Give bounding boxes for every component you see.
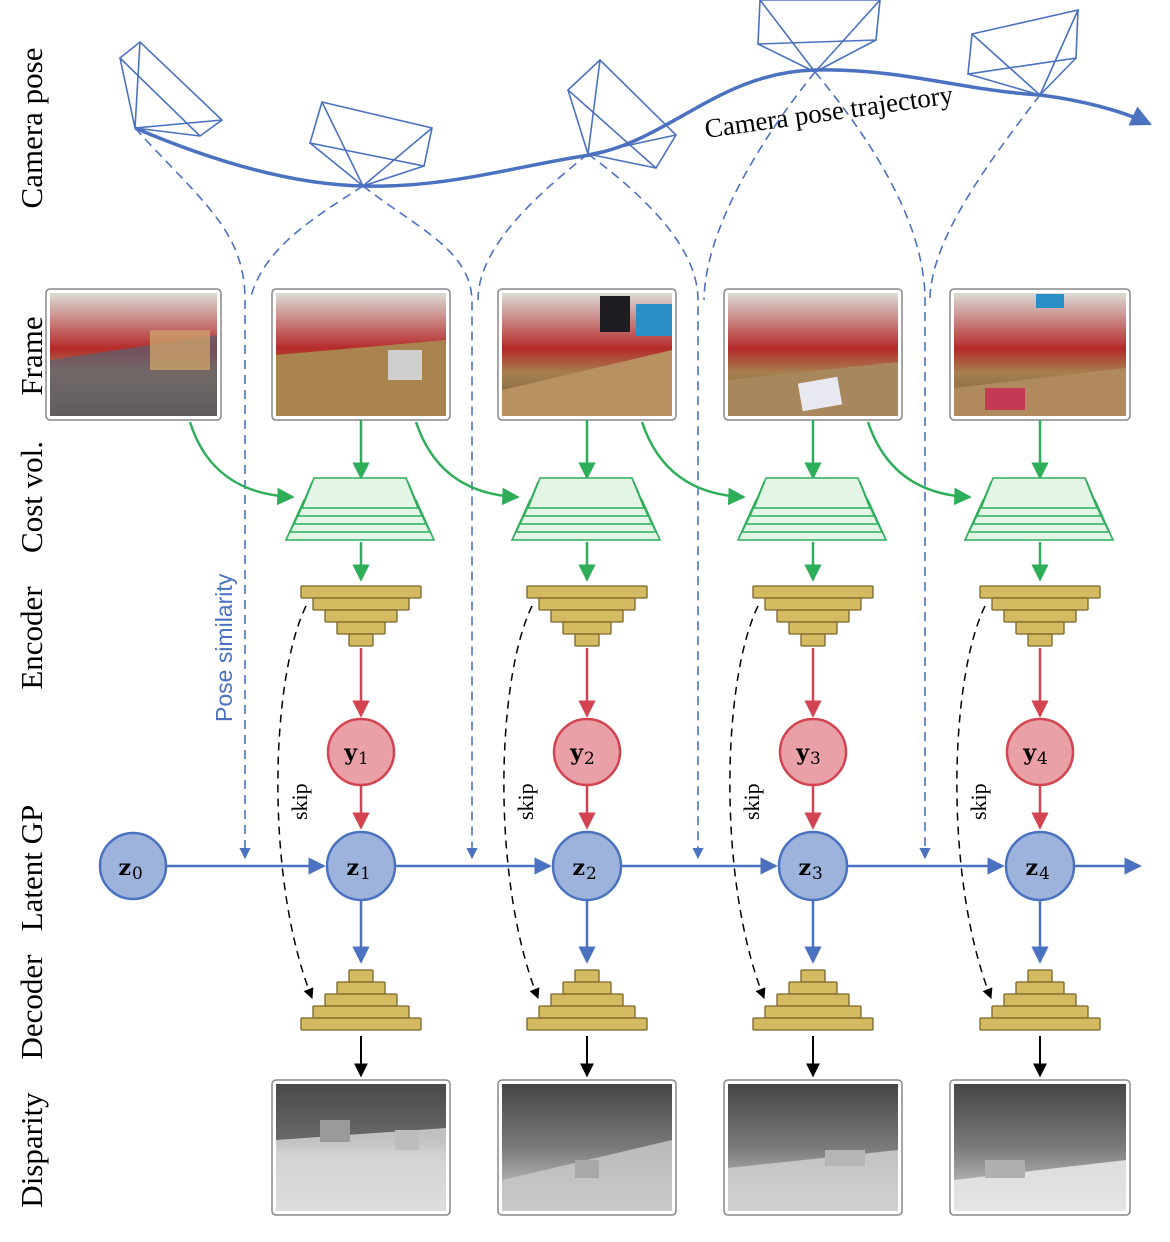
cost-volumes — [284, 477, 1115, 541]
latent-node-z2: z 2 — [551, 830, 623, 902]
skip-label-1: skip — [287, 783, 312, 820]
frame-image-3 — [723, 288, 903, 421]
skip-label-2: skip — [513, 783, 538, 820]
frame-image-1 — [271, 288, 451, 421]
latent-subscript: 3 — [812, 864, 823, 884]
observation-nodes: y 1 y 2 y 3 y 4 — [326, 717, 1075, 787]
skip-labels: skip skip skip skip — [287, 783, 991, 820]
disparity-image-2 — [497, 1079, 677, 1216]
disparity-image-4 — [949, 1079, 1131, 1216]
observation-subscript: 3 — [810, 749, 821, 769]
camera-icon-3 — [566, 58, 678, 170]
observation-subscript: 2 — [584, 749, 595, 769]
frame-to-cost-volume-arrows — [188, 420, 1049, 506]
row-labels: Camera pose Frame Cost vol. Encoder Late… — [14, 48, 49, 1208]
latent-to-decoder-arrows — [352, 900, 1049, 964]
cost-volume-1 — [284, 477, 436, 541]
pose-similarity-label: Pose similarity — [211, 573, 237, 722]
encoders — [300, 585, 1101, 647]
row-label-encoder: Encoder — [14, 586, 49, 690]
observation-node-y4: y 4 — [1005, 717, 1075, 787]
observation-node-y2: y 2 — [552, 717, 622, 787]
latent-node-z0: z 0 — [98, 831, 168, 901]
observation-node-y3: y 3 — [778, 717, 848, 787]
skip-connections — [277, 605, 993, 999]
decoder-to-disparity-arrows — [354, 1036, 1047, 1078]
latent-symbol: z — [573, 855, 586, 881]
latent-symbol: z — [1026, 855, 1039, 881]
disparity-image-1 — [271, 1079, 451, 1216]
cost-volume-2 — [510, 477, 662, 541]
row-label-cost-vol: Cost vol. — [14, 441, 49, 553]
observation-subscript: 4 — [1037, 749, 1048, 769]
observation-node-y1: y 1 — [326, 717, 396, 787]
cost-volume-to-encoder-arrows — [352, 542, 1049, 582]
encoder-2 — [526, 585, 648, 647]
latent-node-z1: z 1 — [325, 830, 397, 902]
skip-label-4: skip — [966, 783, 991, 820]
latent-nodes: z 0 z 1 z 2 z 3 z 4 — [98, 830, 1076, 902]
decoders — [300, 969, 1101, 1031]
decoder-4 — [979, 969, 1101, 1031]
latent-subscript: 2 — [586, 864, 597, 884]
latent-node-z4: z 4 — [1004, 830, 1076, 902]
row-label-disparity: Disparity — [14, 1092, 49, 1208]
observation-subscript: 1 — [358, 749, 369, 769]
row-label-latent-gp: Latent GP — [14, 805, 49, 932]
skip-label-3: skip — [739, 783, 764, 820]
observation-symbol: y — [795, 740, 810, 766]
latent-symbol: z — [347, 855, 360, 881]
observation-symbol: y — [1022, 740, 1037, 766]
frame-image-4 — [949, 288, 1131, 421]
disparity-maps — [271, 1079, 1131, 1216]
observation-symbol: y — [569, 740, 584, 766]
row-label-decoder: Decoder — [14, 954, 49, 1060]
latent-subscript: 0 — [132, 864, 143, 884]
trajectory-curve — [134, 68, 1152, 188]
decoder-2 — [526, 969, 648, 1031]
frame-image-2 — [497, 288, 677, 421]
observation-symbol: y — [343, 740, 358, 766]
pose-similarity-links — [134, 71, 1041, 860]
frames — [45, 288, 1131, 421]
camera-trajectory: Camera pose trajectory — [118, 0, 1152, 188]
encoder-3 — [752, 585, 874, 647]
decoder-3 — [752, 969, 874, 1031]
frame-image-0 — [45, 288, 222, 421]
encoder-4 — [979, 585, 1101, 647]
latent-subscript: 1 — [360, 864, 371, 884]
latent-subscript: 4 — [1039, 864, 1050, 884]
row-label-camera-pose: Camera pose — [14, 48, 49, 209]
latent-symbol: z — [119, 855, 132, 881]
encoder-1 — [300, 585, 422, 647]
latent-symbol: z — [799, 855, 812, 881]
camera-icon-5 — [967, 8, 1079, 96]
camera-icon-4 — [757, 0, 881, 73]
cost-volume-4 — [963, 477, 1115, 541]
camera-icon-1 — [118, 40, 224, 138]
decoder-1 — [300, 969, 422, 1031]
camera-icon-2 — [308, 101, 433, 187]
encoder-to-observation-arrows — [352, 648, 1049, 830]
latent-node-z3: z 3 — [777, 830, 849, 902]
disparity-image-3 — [723, 1079, 903, 1216]
row-label-frame: Frame — [14, 316, 49, 395]
cost-volume-3 — [736, 477, 888, 541]
